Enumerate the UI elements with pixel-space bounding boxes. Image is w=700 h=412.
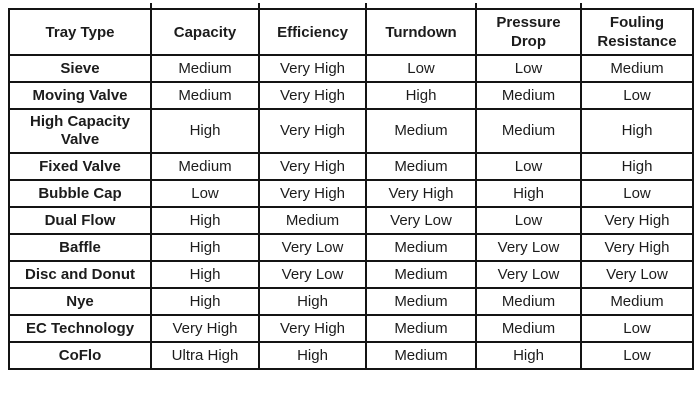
rating-cell: Medium [365, 233, 477, 262]
rating-cell: Medium [365, 152, 477, 181]
rating-cell: High [150, 260, 260, 289]
rating-cell: High [150, 206, 260, 235]
rating-cell: Low [580, 314, 694, 343]
rating-cell: Medium [258, 206, 367, 235]
rating-cell: Very High [258, 152, 367, 181]
column-rule-artifact [150, 3, 152, 10]
table-row: Disc and Donut High Very Low Medium Very Low… [8, 260, 694, 289]
rating-cell: Medium [150, 81, 260, 110]
rating-cell: Medium [365, 260, 477, 289]
rating-cell: Medium [475, 81, 582, 110]
rating-cell: Very High [258, 54, 367, 83]
column-header-fouling-resistance: Fouling Resistance [580, 8, 694, 56]
column-rule-artifact [475, 3, 477, 10]
rating-cell: Low [365, 54, 477, 83]
rating-cell: Very High [150, 314, 260, 343]
table-row: Fixed Valve Medium Very High Medium Low High [8, 152, 694, 181]
rating-cell: Very High [580, 206, 694, 235]
table-row: Moving Valve Medium Very High High Medium Low [8, 81, 694, 110]
column-header-tray-type: Tray Type [8, 8, 152, 56]
rating-cell: Medium [365, 341, 477, 370]
tray-type-cell: High Capacity Valve [8, 108, 152, 154]
tray-type-cell: CoFlo [8, 341, 152, 370]
tray-type-cell: Nye [8, 287, 152, 316]
rating-cell: Low [580, 81, 694, 110]
rating-cell: Very Low [258, 233, 367, 262]
rating-cell: Medium [365, 287, 477, 316]
rating-cell: Medium [150, 152, 260, 181]
header-row: Tray Type Capacity Efficiency Turndown P… [8, 8, 694, 56]
rating-cell: Very Low [365, 206, 477, 235]
rating-cell: Very Low [580, 260, 694, 289]
rating-cell: Low [580, 179, 694, 208]
rating-cell: Very High [258, 108, 367, 154]
rating-cell: High [475, 341, 582, 370]
rating-cell: Ultra High [150, 341, 260, 370]
tray-type-cell: Baffle [8, 233, 152, 262]
table-row: EC Technology Very High Very High Medium Med… [8, 314, 694, 343]
rating-cell: Very High [258, 179, 367, 208]
rating-cell: Medium [475, 314, 582, 343]
rating-cell: High [258, 287, 367, 316]
tray-type-cell: EC Technology [8, 314, 152, 343]
rating-cell: High [258, 341, 367, 370]
rating-cell: Very High [580, 233, 694, 262]
rating-cell: Low [475, 206, 582, 235]
column-rule-artifact [365, 3, 367, 10]
rating-cell: Very High [258, 314, 367, 343]
column-rule-artifact [258, 3, 260, 10]
table-body: Sieve Medium Very High Low Low Medium Moving V… [8, 54, 694, 370]
tray-type-cell: Disc and Donut [8, 260, 152, 289]
column-rule-artifact [580, 3, 582, 10]
rating-cell: Low [475, 54, 582, 83]
rating-cell: High [150, 108, 260, 154]
table-row: Baffle High Very Low Medium Very Low Very Hig… [8, 233, 694, 262]
rating-cell: High [580, 108, 694, 154]
rating-cell: High [150, 233, 260, 262]
table-row: CoFlo Ultra High High Medium High Low [8, 341, 694, 370]
tray-type-cell: Fixed Valve [8, 152, 152, 181]
rating-cell: Medium [365, 314, 477, 343]
rating-cell: Very Low [475, 260, 582, 289]
column-header-pressure-drop: Pressure Drop [475, 8, 582, 56]
rating-cell: Very High [365, 179, 477, 208]
rating-cell: High [150, 287, 260, 316]
tray-comparison-table: Tray Type Capacity Efficiency Turndown P… [8, 8, 694, 370]
rating-cell: Very Low [475, 233, 582, 262]
table-row: Sieve Medium Very High Low Low Medium [8, 54, 694, 83]
column-header-capacity: Capacity [150, 8, 260, 56]
table-row: Bubble Cap Low Very High Very High High Low [8, 179, 694, 208]
rating-cell: Low [580, 341, 694, 370]
rating-cell: Low [475, 152, 582, 181]
rating-cell: Medium [580, 54, 694, 83]
rating-cell: Medium [475, 108, 582, 154]
tray-type-cell: Dual Flow [8, 206, 152, 235]
rating-cell: High [580, 152, 694, 181]
rating-cell: High [475, 179, 582, 208]
rating-cell: Medium [150, 54, 260, 83]
table-row: High Capacity Valve High Very High Medium Me… [8, 108, 694, 154]
rating-cell: Medium [475, 287, 582, 316]
column-header-efficiency: Efficiency [258, 8, 367, 56]
rating-cell: Medium [365, 108, 477, 154]
rating-cell: Very Low [258, 260, 367, 289]
column-header-turndown: Turndown [365, 8, 477, 56]
rating-cell: Very High [258, 81, 367, 110]
tray-type-cell: Moving Valve [8, 81, 152, 110]
tray-type-cell: Bubble Cap [8, 179, 152, 208]
rating-cell: Medium [580, 287, 694, 316]
tray-type-cell: Sieve [8, 54, 152, 83]
table-row: Nye High High Medium Medium Medium [8, 287, 694, 316]
table-row: Dual Flow High Medium Very Low Low Very High [8, 206, 694, 235]
rating-cell: Low [150, 179, 260, 208]
rating-cell: High [365, 81, 477, 110]
